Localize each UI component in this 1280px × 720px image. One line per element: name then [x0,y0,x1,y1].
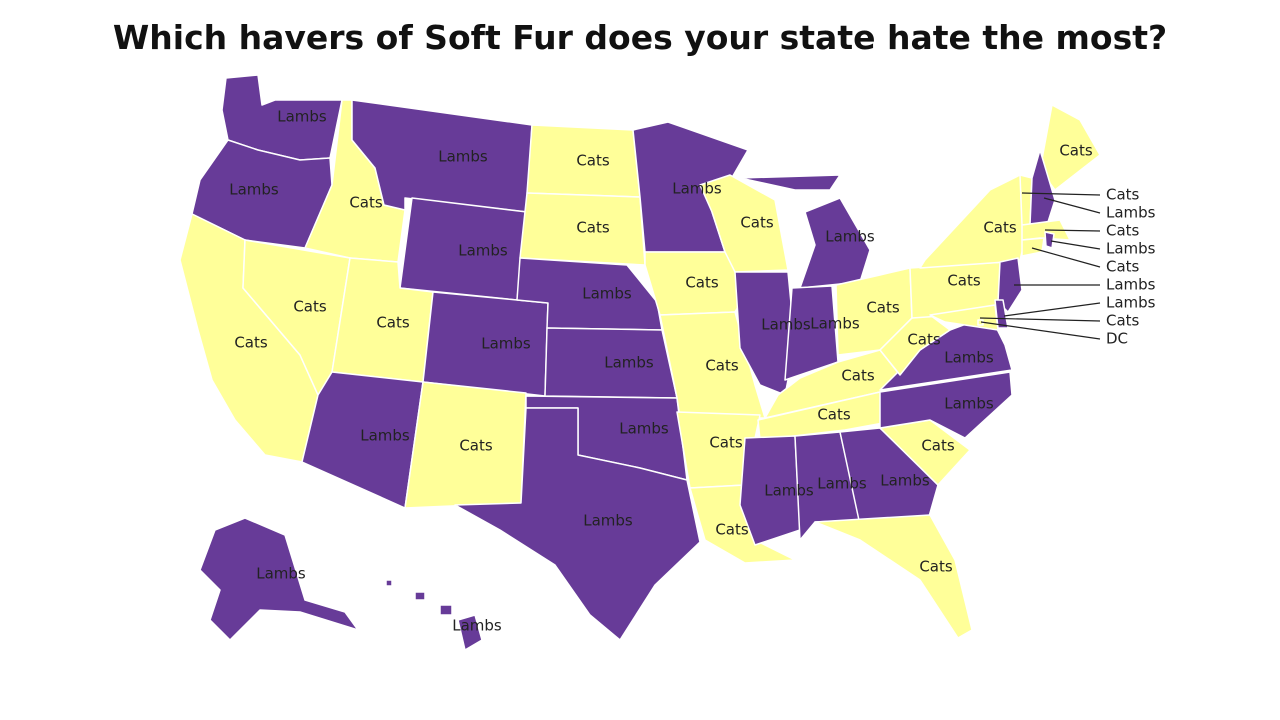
state-label-or: Lambs [229,181,279,199]
state-label-sc: Cats [921,437,955,455]
callout-label-md: Cats [1106,312,1140,330]
state-nh [1029,149,1056,226]
state-label-tx: Lambs [583,512,633,530]
state-label-pa: Cats [947,272,981,290]
state-label-ks: Lambs [604,354,654,372]
state-label-ak: Lambs [256,565,306,583]
state-ct [1021,237,1045,257]
state-label-ut: Cats [376,314,410,332]
state-label-mt: Lambs [438,148,488,166]
state-ms [739,435,801,546]
state-label-nd: Cats [576,152,610,170]
callout-label-dc: DC [1106,330,1128,348]
state-wi [699,174,789,273]
callout-line-de [1003,302,1101,317]
callout-label-ri: Lambs [1106,240,1156,258]
state-nj [997,257,1023,313]
state-tx [454,407,701,641]
callout-label-nh: Lambs [1106,204,1156,222]
state-label-oh: Cats [866,299,900,317]
state-fl [814,514,973,639]
state-label-ny: Cats [983,219,1017,237]
state-ga [839,427,939,526]
state-az [301,371,424,509]
state-label-mo: Cats [705,357,739,375]
state-dc [977,319,984,326]
state-label-mn: Lambs [672,180,722,198]
state-label-ar: Cats [709,434,743,452]
state-label-la: Cats [715,521,749,539]
map-title: Which havers of Soft Fur does your state… [112,18,1168,57]
state-nc [879,371,1013,439]
state-label-id: Cats [349,194,383,212]
callout-label-vt: Cats [1106,186,1140,204]
state-label-mi: Lambs [825,228,875,246]
state-label-ia: Cats [685,274,719,292]
callout-line-nh [1043,197,1101,214]
state-label-wi: Cats [740,214,774,232]
callout-line-md [979,317,1101,322]
state-label-ca: Cats [234,334,268,352]
callout-label-ct: Cats [1106,258,1140,276]
state-label-fl: Cats [919,558,953,576]
callout-line-ct [1031,247,1101,268]
state-label-me: Cats [1059,142,1093,160]
state-label-nv: Cats [293,298,327,316]
state-ak [199,517,359,641]
state-label-sd: Cats [576,219,610,237]
state-label-in: Lambs [810,315,860,333]
state-label-tn: Cats [817,406,851,424]
state-label-wv: Cats [907,331,941,349]
state-me [1039,104,1101,191]
state-label-co: Lambs [481,335,531,353]
state-label-il: Lambs [761,316,811,334]
state-label-az: Lambs [360,427,410,445]
state-label-al: Lambs [817,475,867,493]
state-label-wy: Lambs [458,242,508,260]
callout-label-ma: Cats [1106,222,1140,240]
callout-line-vt [1021,192,1101,196]
state-label-ok: Lambs [619,420,669,438]
state-label-nc: Lambs [944,395,994,413]
callout-line-dc [980,321,1101,340]
callout-line-ri [1050,240,1101,250]
state-label-hi: Lambs [452,617,502,635]
state-hi [385,579,483,651]
state-label-ky: Cats [841,367,875,385]
state-label-ms: Lambs [764,482,814,500]
state-label-ga: Lambs [880,472,930,490]
callout-label-de: Lambs [1106,294,1156,312]
state-label-wa: Lambs [277,108,327,126]
state-label-ne: Lambs [582,285,632,303]
callout-label-nj: Lambs [1106,276,1156,294]
state-label-nm: Cats [459,437,493,455]
state-ri [1044,231,1055,249]
callout-line-ma [1044,229,1101,232]
state-label-va: Lambs [944,349,994,367]
